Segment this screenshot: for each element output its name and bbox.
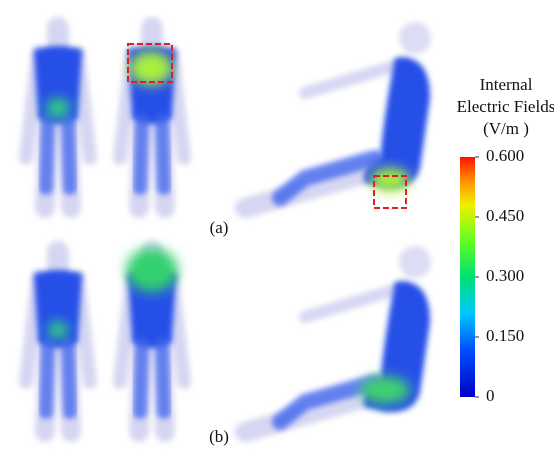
hotspot (360, 376, 410, 404)
hotspot (370, 168, 410, 192)
colorbar-title: (V/m ) (483, 119, 529, 138)
colorbar-tick-label: 0 (486, 386, 495, 405)
hotspot (126, 248, 178, 292)
colorbar (460, 157, 475, 397)
colorbar-tick-label: 0.450 (486, 206, 524, 225)
hotspot (129, 51, 173, 85)
colorbar-title: Internal (480, 75, 533, 94)
colorbar-tick-label: 0.300 (486, 266, 524, 285)
hotspot (46, 98, 70, 118)
panel-label: (b) (209, 427, 229, 446)
body-seated (245, 246, 431, 432)
colorbar-title: Electric Fields (457, 97, 554, 116)
body-front (26, 252, 90, 432)
colorbar-tick-label: 0.600 (486, 146, 524, 165)
hotspot (48, 321, 68, 339)
panel-label: (a) (210, 218, 229, 237)
colorbar-tick-label: 0.150 (486, 326, 524, 345)
colorbar-scale (460, 157, 475, 397)
figure: (a) (b) Internal Electric Fields (V/m ) 0.6… (0, 0, 554, 456)
